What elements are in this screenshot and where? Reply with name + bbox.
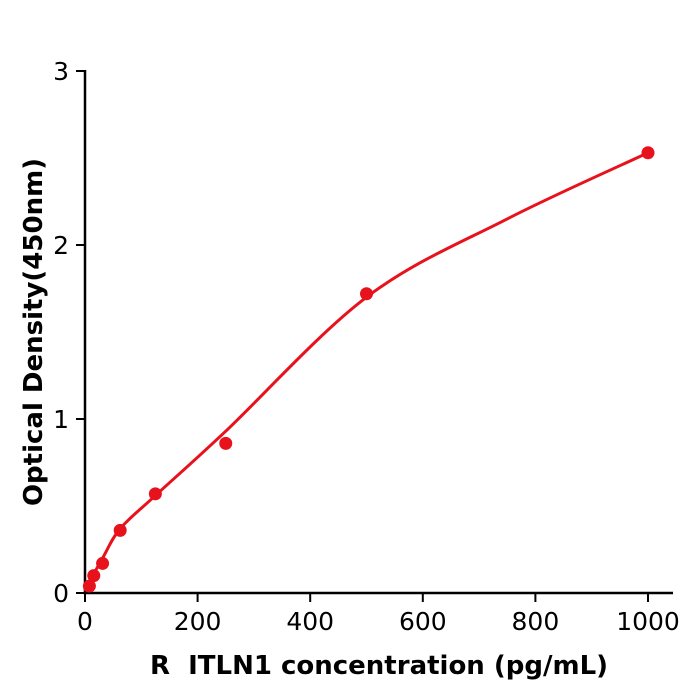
axes <box>83 70 673 595</box>
plot-area <box>82 146 655 593</box>
x-tick-label: 600 <box>399 607 447 636</box>
data-point <box>87 569 101 583</box>
x-tick-label: 1000 <box>616 607 680 636</box>
x-tick-label: 200 <box>174 607 222 636</box>
data-point <box>82 579 96 593</box>
y-tick-label: 1 <box>53 405 69 434</box>
x-tick-label: 400 <box>286 607 334 636</box>
data-point <box>148 487 162 501</box>
y-axis-title: Optical Density(450nm) <box>19 158 49 506</box>
x-tick-label: 0 <box>77 607 93 636</box>
y-tick-label: 3 <box>53 57 69 86</box>
data-point <box>219 436 233 450</box>
axis-ticks: 0 200 400 600 800 1000 0 1 2 3 <box>53 57 680 636</box>
x-axis-title: R ITLN1 concentration (pg/mL) <box>150 651 608 681</box>
y-tick-label: 0 <box>53 579 69 608</box>
y-tick-label: 2 <box>53 231 69 260</box>
fitted-curve <box>83 151 650 592</box>
data-point <box>113 523 127 537</box>
data-point <box>641 146 655 160</box>
x-tick-label: 800 <box>512 607 560 636</box>
data-point <box>96 556 110 570</box>
data-point <box>360 287 373 301</box>
